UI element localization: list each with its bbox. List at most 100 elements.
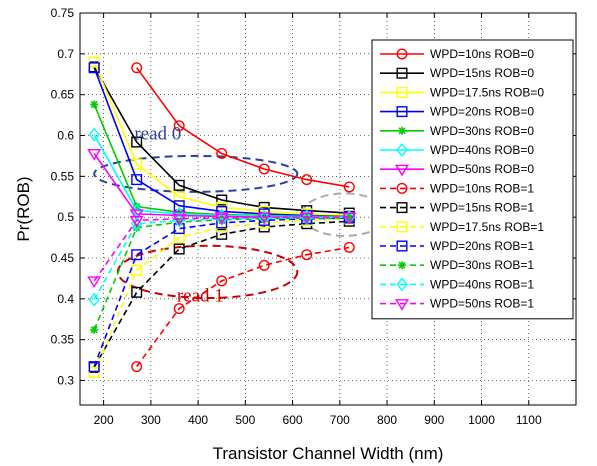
y-tick-label: 0.4 xyxy=(57,292,74,306)
legend-entry: WPD=50ns ROB=1 xyxy=(380,297,534,311)
x-tick-label: 200 xyxy=(94,413,114,427)
series-line xyxy=(93,216,350,300)
series-14 xyxy=(87,212,357,289)
legend-entry: WPD=10ns ROB=1 xyxy=(380,181,534,195)
legend-label: WPD=50ns ROB=0 xyxy=(430,162,534,176)
series-line xyxy=(93,220,350,368)
legend-entry: WPD=30ns ROB=1 xyxy=(380,258,534,272)
data-point-square xyxy=(131,136,143,148)
annotation-label: read 1 xyxy=(177,285,224,306)
data-point-triangle xyxy=(342,212,357,225)
x-tick-label: 300 xyxy=(141,413,161,427)
legend-entry: WPD=40ns ROB=1 xyxy=(380,277,534,291)
series-1 xyxy=(131,62,355,193)
data-point-circle xyxy=(343,181,355,193)
y-axis-title: Pr(ROB) xyxy=(14,176,33,241)
legend-entry: WPD=20ns ROB=0 xyxy=(380,105,534,119)
series-line xyxy=(136,246,350,368)
data-point-star xyxy=(398,261,406,270)
y-tick-label: 0.45 xyxy=(51,251,75,265)
series-8 xyxy=(131,241,355,373)
legend-entry: WPD=17.5ns ROB=0 xyxy=(380,85,544,99)
data-point-star xyxy=(90,100,99,109)
data-point-triangle xyxy=(214,213,229,226)
data-point-triangle xyxy=(129,209,144,222)
x-tick-label: 600 xyxy=(283,413,303,427)
x-tick-label: 900 xyxy=(424,413,444,427)
data-point-triangle xyxy=(394,299,410,311)
data-point-triangle xyxy=(87,148,102,161)
legend-label: WPD=10ns ROB=1 xyxy=(430,181,534,195)
data-point-square xyxy=(396,106,408,118)
plot-frame xyxy=(79,12,577,406)
x-tick-label: 400 xyxy=(188,413,208,427)
legend-label: WPD=15ns ROB=0 xyxy=(430,66,534,80)
legend-label: WPD=40ns ROB=0 xyxy=(430,143,534,157)
data-point-triangle xyxy=(129,215,144,228)
data-point-circle xyxy=(396,182,408,194)
data-point-circle xyxy=(343,241,355,253)
data-point-circle xyxy=(216,275,228,287)
legend-label: WPD=20ns ROB=1 xyxy=(430,239,534,253)
data-point-square xyxy=(131,286,143,298)
legend-label: WPD=10ns ROB=0 xyxy=(430,47,534,61)
data-point-triangle xyxy=(172,214,187,226)
y-tick-label: 0.6 xyxy=(57,129,74,143)
data-point-square xyxy=(396,86,408,98)
legend-label: WPD=20ns ROB=0 xyxy=(430,105,534,119)
x-tick-label: 800 xyxy=(377,413,397,427)
y-tick-label: 0.5 xyxy=(57,210,74,224)
data-point-square xyxy=(131,264,143,276)
data-point-triangle xyxy=(87,276,102,289)
data-point-square xyxy=(396,221,408,233)
x-tick-label: 500 xyxy=(235,413,255,427)
data-point-square xyxy=(88,366,100,378)
legend-label: WPD=15ns ROB=1 xyxy=(430,201,534,215)
data-point-diamond xyxy=(88,292,100,307)
data-point-triangle xyxy=(257,212,272,225)
annotation-text-layer: read 0 read 1 xyxy=(134,124,223,307)
legend: WPD=10ns ROB=0 WPD=15ns ROB=0 WPD=17.5ns R… xyxy=(371,39,574,320)
data-point-square xyxy=(131,174,143,186)
series-line xyxy=(93,216,350,282)
y-tick-label: 0.3 xyxy=(57,374,74,388)
data-point-triangle xyxy=(394,164,410,177)
data-point-circle xyxy=(131,62,143,74)
legend-entry: WPD=20ns ROB=1 xyxy=(380,239,534,253)
data-point-square xyxy=(131,158,143,170)
legend-label: WPD=17.5ns ROB=0 xyxy=(430,85,544,99)
data-point-circle xyxy=(173,120,185,132)
y-tick-label: 0.55 xyxy=(51,169,75,183)
data-point-square xyxy=(88,56,100,68)
x-tick-label: 700 xyxy=(330,413,350,427)
data-point-square xyxy=(396,67,408,79)
data-point-square xyxy=(216,228,228,240)
data-point-square xyxy=(173,179,185,191)
data-point-square xyxy=(396,202,408,214)
legend-entry: WPD=15ns ROB=1 xyxy=(380,201,534,215)
y-tick-label: 0.75 xyxy=(51,6,75,20)
data-point-triangle xyxy=(299,212,314,225)
legend-label: WPD=40ns ROB=1 xyxy=(430,277,534,291)
data-point-circle xyxy=(301,249,313,261)
y-tick-label: 0.35 xyxy=(51,333,75,347)
data-point-circle xyxy=(131,361,143,373)
data-point-diamond xyxy=(396,277,408,292)
legend-box xyxy=(371,39,574,320)
series-layer xyxy=(87,56,357,378)
data-point-diamond xyxy=(88,127,100,142)
legend-entry: WPD=30ns ROB=0 xyxy=(380,124,534,138)
data-point-triangle xyxy=(172,211,187,223)
data-point-diamond xyxy=(396,143,408,157)
data-point-square xyxy=(88,62,100,74)
data-point-circle xyxy=(396,48,408,60)
legend-label: WPD=50ns ROB=1 xyxy=(430,297,534,311)
x-axis-title: Transistor Channel Width (nm) xyxy=(213,444,444,463)
data-point-circle xyxy=(173,303,185,315)
data-point-star xyxy=(398,126,406,135)
data-point-circle xyxy=(216,147,228,159)
annotation-label: read 0 xyxy=(134,124,181,145)
legend-label: WPD=30ns ROB=1 xyxy=(430,258,534,272)
x-tick-label: 1000 xyxy=(468,413,495,427)
